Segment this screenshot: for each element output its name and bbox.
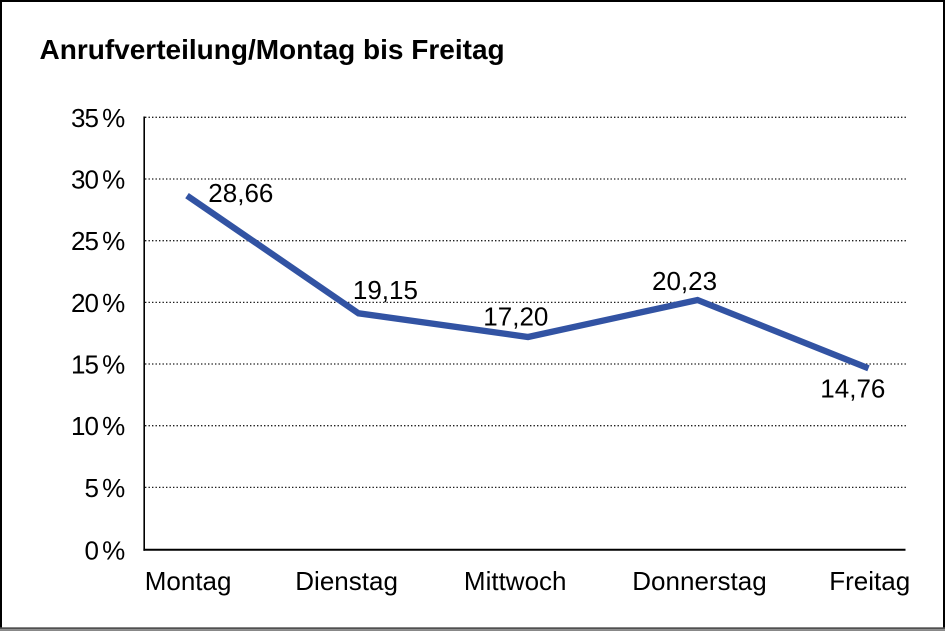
svg-text:Anrufverteilung/Montag bis Fre: Anrufverteilung/Montag bis Freitag (40, 34, 505, 65)
svg-text:20,23: 20,23 (652, 266, 717, 296)
svg-text:Freitag: Freitag (829, 566, 910, 596)
svg-text:14,76: 14,76 (820, 374, 885, 404)
svg-text:25 %: 25 % (71, 226, 125, 256)
svg-text:Mittwoch: Mittwoch (464, 566, 567, 596)
svg-text:10 %: 10 % (71, 411, 125, 441)
svg-text:5 %: 5 % (85, 473, 126, 503)
svg-text:Dienstag: Dienstag (295, 566, 398, 596)
svg-text:0 %: 0 % (85, 536, 126, 566)
svg-text:Donnerstag: Donnerstag (632, 566, 766, 596)
svg-text:17,20: 17,20 (483, 302, 548, 332)
svg-text:20 %: 20 % (71, 288, 125, 318)
svg-text:28,66: 28,66 (208, 178, 273, 208)
svg-text:19,15: 19,15 (353, 275, 418, 305)
svg-text:Montag: Montag (145, 566, 232, 596)
svg-text:15 %: 15 % (71, 350, 125, 380)
svg-text:30 %: 30 % (71, 165, 125, 195)
svg-text:35 %: 35 % (71, 103, 125, 133)
